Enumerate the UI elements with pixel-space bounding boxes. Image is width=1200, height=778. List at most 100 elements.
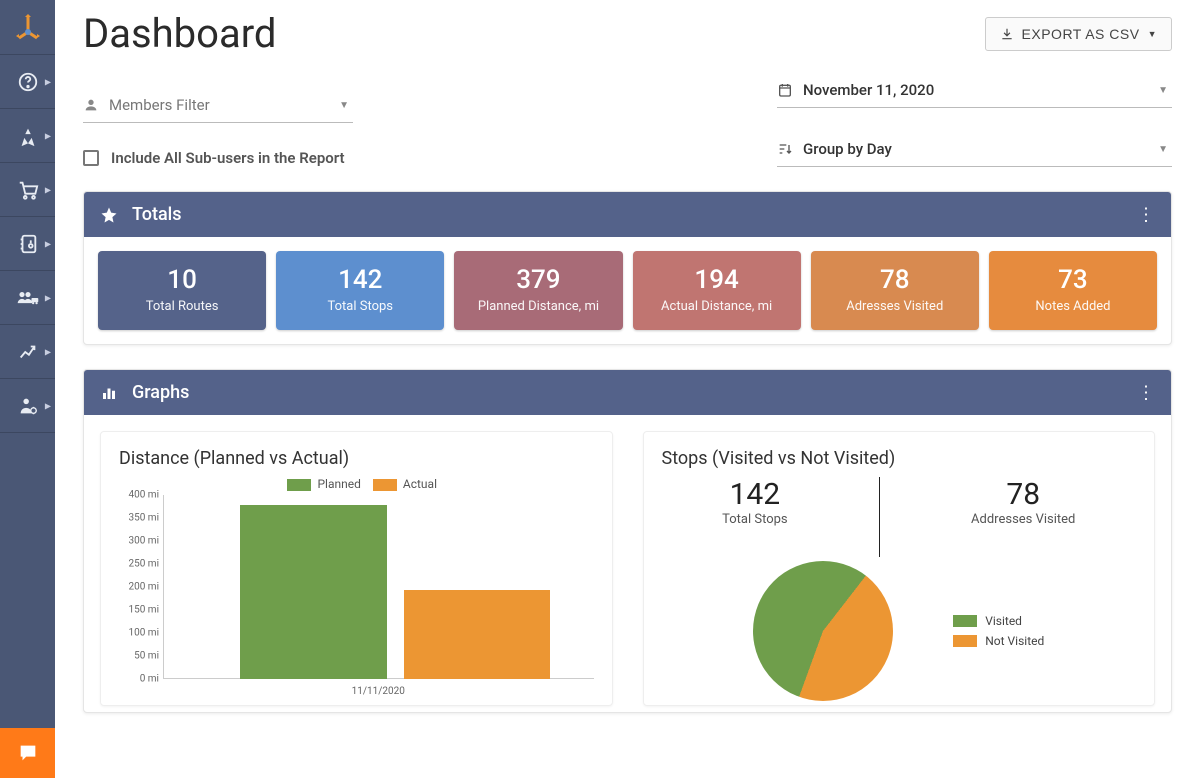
members-filter-placeholder: Members Filter [109,96,210,114]
chevron-down-icon: ▼ [1148,29,1157,39]
y-tick-label: 200 mi [119,582,159,593]
panel-menu-button[interactable]: ⋮ [1137,204,1157,225]
pie-stat-label: Addresses Visited [971,512,1075,527]
star-icon [100,206,118,224]
stat-card[interactable]: 10 Total Routes [98,251,266,330]
bar-chart-title: Distance (Planned vs Actual) [119,448,594,469]
legend-label: Not Visited [985,634,1044,648]
chevron-down-icon: ▼ [1158,144,1168,155]
groupby-value: Group by Day [803,140,892,158]
stat-card[interactable]: 73 Notes Added [989,251,1157,330]
stat-card[interactable]: 142 Total Stops [276,251,444,330]
y-tick-label: 0 mi [119,674,159,685]
nav-analytics[interactable]: ▶ [0,325,55,379]
caret-icon: ▶ [45,401,51,410]
stat-value: 142 [282,265,438,295]
stat-card[interactable]: 78 Adresses Visited [811,251,979,330]
stat-label: Actual Distance, mi [639,299,795,314]
legend-swatch [953,615,977,627]
y-tick-label: 150 mi [119,605,159,616]
legend-swatch [287,479,311,491]
nav-team[interactable]: ▶ [0,271,55,325]
members-filter-select[interactable]: Members Filter ▼ [83,90,353,123]
stat-label: Planned Distance, mi [460,299,616,314]
legend-label: Actual [403,477,437,491]
panel-menu-button[interactable]: ⋮ [1137,382,1157,403]
chevron-down-icon: ▼ [339,100,349,111]
date-value: November 11, 2020 [803,81,934,99]
nav-addressbook[interactable]: ▶ [0,217,55,271]
cart-icon [17,179,39,201]
caret-icon: ▶ [45,347,51,356]
addressbook-icon [17,233,39,255]
checkbox-icon [83,150,99,166]
divider [879,477,880,557]
logo-icon [13,12,43,42]
include-subusers-label: Include All Sub-users in the Report [111,149,345,167]
totals-cards: 10 Total Routes142 Total Stops379 Planne… [84,237,1171,344]
groupby-select[interactable]: Group by Day ▼ [777,134,1172,167]
person-icon [83,97,99,113]
bar-xlabel: 11/11/2020 [163,686,594,697]
stat-card[interactable]: 194 Actual Distance, mi [633,251,801,330]
page-title: Dashboard [83,10,276,57]
app-logo [0,0,55,55]
chevron-down-icon: ▼ [1158,85,1168,96]
stat-value: 73 [995,265,1151,295]
stat-value: 379 [460,265,616,295]
export-label: EXPORT AS CSV [1022,26,1140,42]
caret-icon: ▶ [45,293,51,302]
include-subusers-checkbox[interactable]: Include All Sub-users in the Report [83,149,353,167]
pie-stat-value: 78 [971,477,1075,512]
pie-stat-value: 142 [722,477,788,512]
nav-usersettings[interactable]: ▶ [0,379,55,433]
stat-label: Adresses Visited [817,299,973,314]
graphs-panel: Graphs ⋮ Distance (Planned vs Actual) Pl… [83,369,1172,713]
y-tick-label: 100 mi [119,628,159,639]
routes-icon [17,125,39,147]
stat-value: 194 [639,265,795,295]
bar [240,505,386,679]
export-csv-button[interactable]: EXPORT AS CSV ▼ [985,17,1172,51]
usersettings-icon [17,395,39,417]
nav-routes[interactable]: ▶ [0,109,55,163]
calendar-icon [777,82,793,98]
barchart-icon [100,384,118,402]
pie-chart-title: Stops (Visited vs Not Visited) [662,448,1137,469]
y-tick-label: 300 mi [119,536,159,547]
chat-icon [17,742,39,764]
bar-chart-legend: Planned Actual [119,477,594,491]
totals-title: Totals [132,204,182,225]
caret-icon: ▶ [45,77,51,86]
caret-icon: ▶ [45,185,51,194]
stat-label: Notes Added [995,299,1151,314]
team-icon [16,287,40,309]
bar-chart-card: Distance (Planned vs Actual) Planned Actu… [100,431,613,706]
sort-icon [777,141,793,157]
nav-help[interactable]: ▶ [0,55,55,109]
chat-button[interactable] [0,728,55,778]
stat-value: 78 [817,265,973,295]
legend-label: Visited [985,614,1022,628]
legend-row: Not Visited [953,634,1044,648]
help-icon [17,71,39,93]
pie-stats: 142 Total Stops 78 Addresses Visited [662,477,1137,557]
legend-row: Visited [953,614,1044,628]
date-select[interactable]: November 11, 2020 ▼ [777,75,1172,108]
bar [404,590,550,679]
pie-chart-card: Stops (Visited vs Not Visited) 142 Total… [643,431,1156,706]
graphs-header: Graphs ⋮ [84,370,1171,415]
stat-label: Total Stops [282,299,438,314]
stat-card[interactable]: 379 Planned Distance, mi [454,251,622,330]
y-tick-label: 50 mi [119,651,159,662]
y-tick-label: 350 mi [119,513,159,524]
stat-label: Total Routes [104,299,260,314]
y-tick-label: 400 mi [119,490,159,501]
main-content: Dashboard EXPORT AS CSV ▼ Members Filter… [55,0,1200,778]
legend-swatch [373,479,397,491]
download-icon [1000,27,1014,41]
graphs-title: Graphs [132,382,189,403]
sidebar: ▶ ▶ ▶ ▶ ▶ ▶ ▶ [0,0,55,778]
legend-label: Planned [317,477,360,491]
nav-orders[interactable]: ▶ [0,163,55,217]
